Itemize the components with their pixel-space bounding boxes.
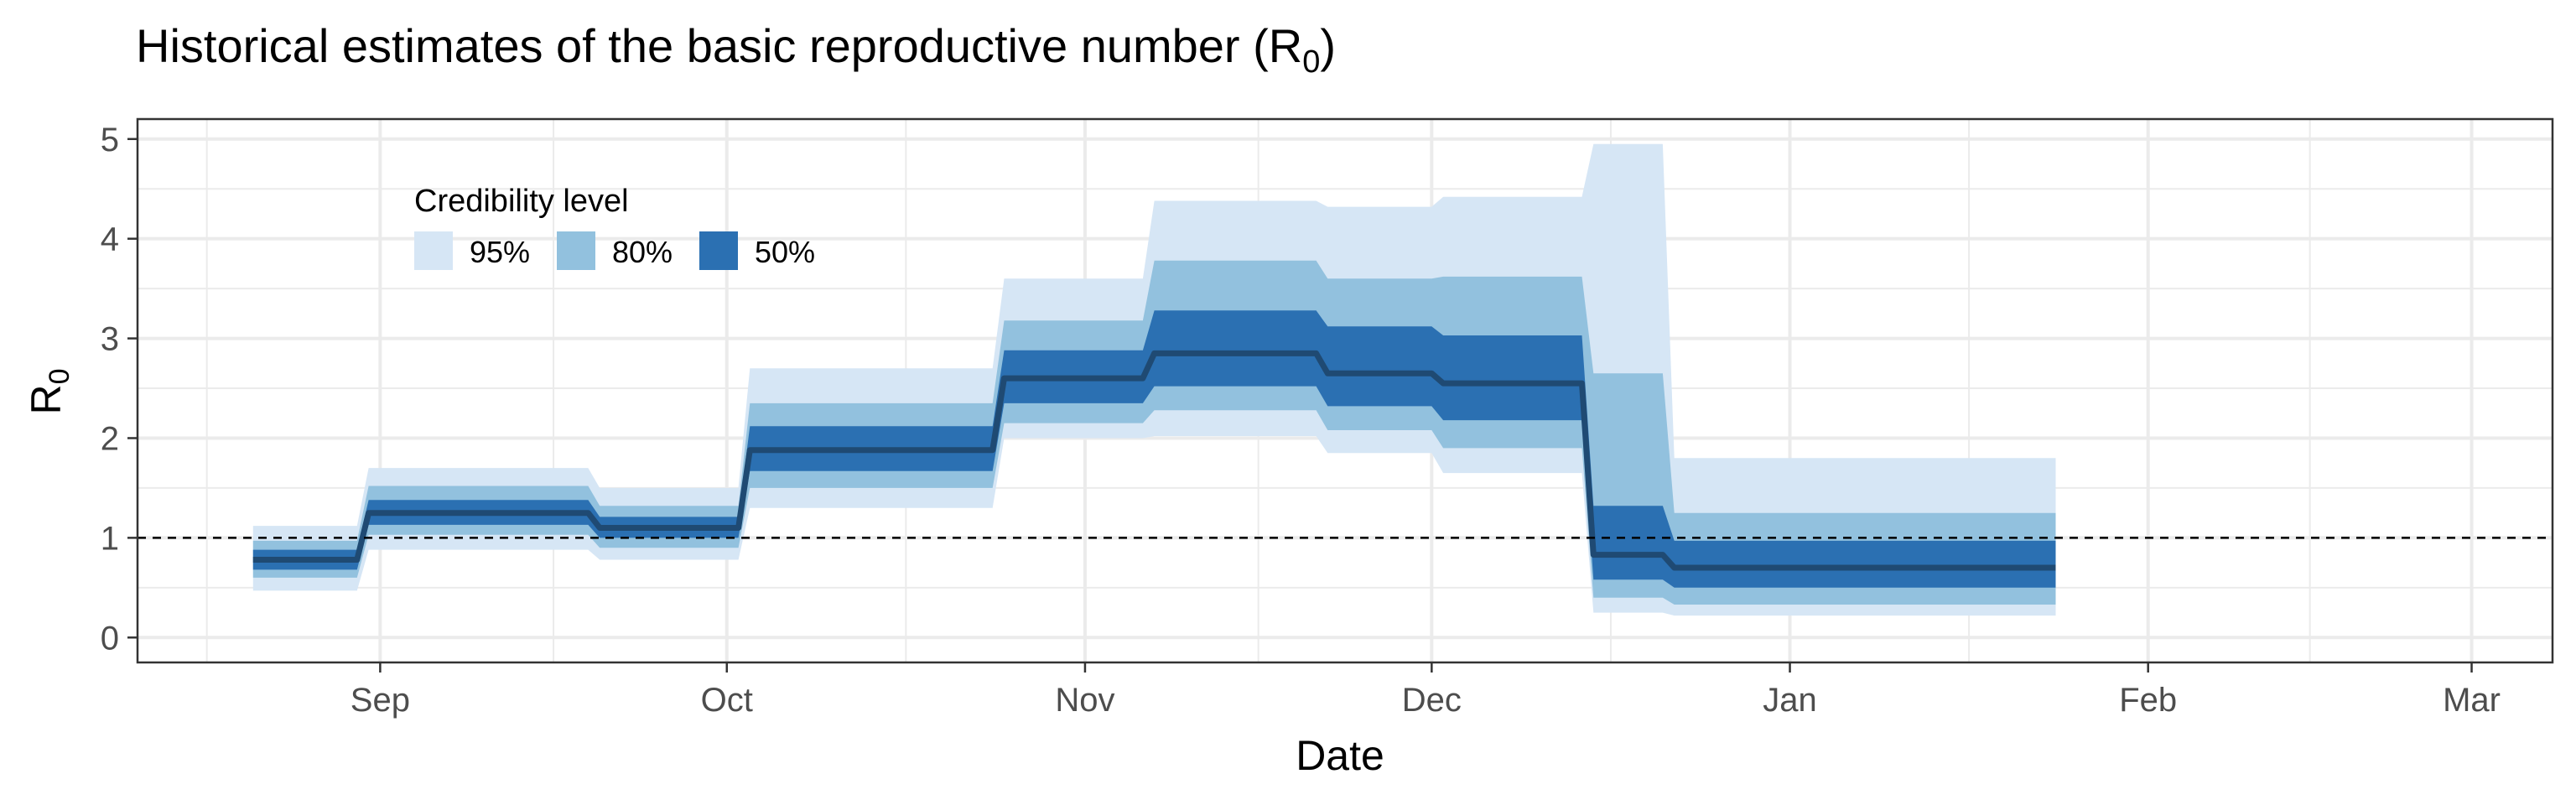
legend-key-50	[699, 231, 738, 270]
band-50	[252, 310, 2056, 588]
median-line	[252, 350, 2056, 571]
y-tick-label: 1	[101, 520, 119, 557]
y-tick-label: 4	[101, 221, 119, 258]
x-tick-label: Oct	[701, 682, 753, 719]
panel-border	[136, 117, 2554, 664]
panel-frame	[136, 117, 2554, 664]
y-tick-label: 2	[101, 420, 119, 457]
x-tick-label: Dec	[1402, 682, 1462, 719]
legend: Credibility level 95% 80% 50%	[414, 184, 815, 270]
x-tick-label: Feb	[2119, 682, 2177, 719]
legend-key-80	[557, 231, 595, 270]
legend-title: Credibility level	[414, 184, 629, 219]
y-tick-label: 0	[101, 620, 119, 657]
y-tick-label: 3	[101, 321, 119, 358]
legend-label-95: 95%	[470, 235, 530, 269]
svg-text:R0: R0	[23, 368, 75, 414]
x-axis-title: Date	[1296, 732, 1384, 779]
legend-label-50: 50%	[755, 235, 815, 269]
x-tick-label: Sep	[351, 682, 410, 719]
legend-label-80: 80%	[612, 235, 673, 269]
y-axis-title: R0	[23, 368, 75, 414]
x-tick-label: Mar	[2443, 682, 2501, 719]
svg-text:Historical estimates of the ba: Historical estimates of the basic reprod…	[136, 19, 1336, 80]
band-50-layer	[252, 310, 2056, 588]
x-axis: Sep Oct Nov Dec Jan Feb Mar	[351, 662, 2501, 719]
y-tick-label: 5	[101, 122, 119, 158]
y-axis: 0 1 2 3 4 5	[101, 122, 138, 657]
chart-title: Historical estimates of the basic reprod…	[136, 19, 1336, 80]
legend-key-95	[414, 231, 453, 270]
y-axis-title-main: R	[23, 384, 70, 414]
chart-title-end: )	[1320, 19, 1336, 72]
x-tick-label: Nov	[1055, 682, 1114, 719]
x-tick-label: Jan	[1763, 682, 1817, 719]
median-layer	[252, 350, 2056, 571]
chart-title-main: Historical estimates of the basic reprod…	[136, 19, 1302, 72]
y-axis-title-subscript: 0	[44, 368, 75, 384]
chart-title-subscript: 0	[1302, 44, 1320, 80]
